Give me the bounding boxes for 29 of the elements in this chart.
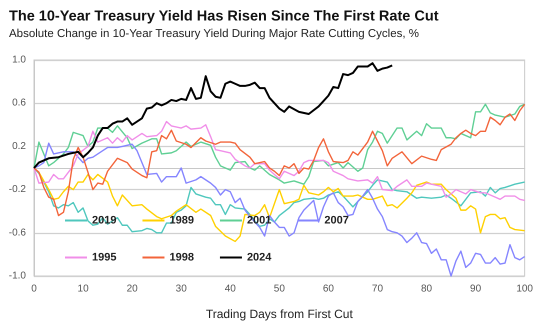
legend-label: 1995 [92,252,116,264]
legend-label: 1998 [169,252,194,264]
y-tick-label: 1.0 [12,54,26,66]
y-tick-label: 0.2 [12,140,26,152]
line-series [33,104,526,185]
x-tick-label: 80 [420,284,433,294]
legend-label: 2007 [324,214,349,226]
x-tick-label: 50 [274,284,286,294]
line-series [33,120,526,202]
x-tick-label: 60 [322,284,334,294]
chart-title: The 10-Year Treasury Yield Has Risen Since The First Rate Cut [9,8,439,24]
y-tick-label: -1.0 [8,270,26,282]
line-series [33,62,394,169]
y-tick-label: -0.2 [8,184,26,196]
x-tick-label: 30 [176,284,188,294]
x-tick-label: 20 [126,284,138,294]
x-tick-label: 100 [516,284,534,294]
chart-subtitle: Absolute Change in 10-Year Treasury Yield During Major Rate Cutting Cycles, % [9,28,419,40]
legend-label: 2024 [246,252,272,264]
y-tick-label: -0.6 [8,227,26,238]
x-axis-title: Trading Days from First Cut [206,307,354,321]
x-tick-label: 0 [31,284,38,294]
line-series [33,142,526,277]
x-tick-label: 40 [224,284,236,294]
x-tick-label: 70 [372,284,384,294]
x-tick-label: 10 [78,284,90,294]
y-tick-label: 0.6 [12,98,26,109]
line-series [33,104,526,216]
x-tick-label: 90 [470,284,482,294]
